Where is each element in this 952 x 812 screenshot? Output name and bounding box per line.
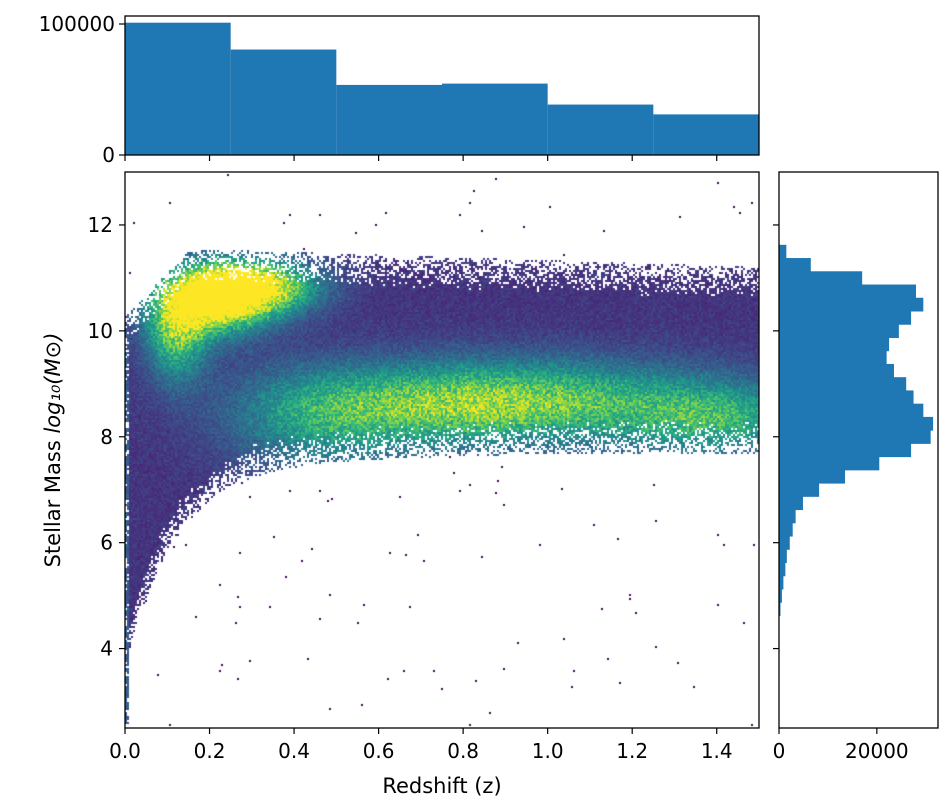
x-tick-label: 0.2	[194, 739, 226, 763]
x-tick-label: 0.6	[363, 739, 395, 763]
right-histogram-bar	[779, 284, 916, 299]
right-histogram-bar	[779, 403, 924, 418]
top-histogram-frame	[124, 15, 760, 156]
x-tick-label: 1.0	[532, 739, 564, 763]
right-histogram-bar	[779, 536, 790, 550]
y-tick-label: 8	[100, 425, 113, 449]
right-histogram-bar	[779, 602, 781, 616]
top-histogram-bar	[442, 83, 548, 155]
top-y-tick-label: 0	[102, 143, 115, 167]
right-histogram-bar	[779, 469, 846, 484]
right-histogram-bar	[779, 522, 793, 537]
right-histogram-bar	[779, 350, 887, 365]
top-histogram-ticks: 0 100000	[39, 12, 718, 167]
y-tick-label: 4	[100, 637, 113, 661]
top-histogram-bar	[653, 114, 759, 155]
right-histogram-bars	[779, 244, 934, 616]
y-axis-label-text: Stellar Mass	[41, 434, 65, 568]
right-histogram-bar	[779, 390, 914, 405]
x-tick-label: 0.8	[447, 739, 479, 763]
right-histogram: 0 20000	[773, 171, 939, 763]
main-plot-ticks: 0.0 0.2 0.4 0.6 0.8 1.0 1.2 1.4 4 6 8 10 12	[88, 213, 733, 763]
right-histogram-bar	[779, 562, 786, 577]
top-histogram-bar	[230, 49, 337, 155]
right-histogram-bar	[779, 509, 796, 524]
heatmap-container	[125, 172, 759, 728]
y-tick-label: 10	[88, 319, 113, 343]
y-tick-label: 6	[100, 531, 113, 555]
right-histogram-ticks: 0 20000	[773, 224, 909, 763]
y-tick-label: 12	[88, 213, 113, 237]
y-axis-label: Stellar Mass log₁₀(M⊙)	[41, 333, 65, 568]
top-histogram-bar	[547, 104, 654, 155]
right-histogram-bar	[779, 430, 931, 444]
right-histogram-bar	[779, 589, 782, 603]
right-x-tick-label: 20000	[845, 739, 909, 763]
right-histogram-bar	[779, 337, 890, 352]
x-axis-label: Redshift (z)	[382, 774, 501, 798]
y-axis-label-math: log₁₀(M⊙)	[41, 333, 65, 434]
right-histogram-bar	[779, 496, 803, 511]
top-histogram: 0 100000	[39, 12, 760, 167]
x-tick-label: 0.0	[109, 739, 141, 763]
top-histogram-bar	[336, 84, 442, 155]
top-histogram-bars	[125, 22, 759, 155]
right-histogram-bar	[779, 575, 784, 590]
right-histogram-bar	[779, 416, 934, 431]
right-histogram-bar	[779, 297, 924, 312]
right-histogram-bar	[779, 244, 787, 259]
x-tick-label: 0.4	[278, 739, 310, 763]
top-y-tick-label: 100000	[39, 12, 115, 36]
right-histogram-bar	[779, 258, 811, 272]
right-histogram-bar	[779, 549, 787, 564]
right-histogram-bar	[779, 271, 863, 286]
main-2d-histogram: 0.0 0.2 0.4 0.6 0.8 1.0 1.2 1.4 4 6 8 10 12 Redshift…	[41, 171, 760, 798]
x-tick-label: 1.2	[616, 739, 648, 763]
x-tick-label: 1.4	[701, 739, 733, 763]
right-histogram-bar	[779, 324, 899, 338]
right-histogram-bar	[779, 483, 820, 497]
right-histogram-bar	[779, 377, 907, 391]
right-histogram-bar	[779, 311, 912, 325]
right-histogram-bar	[779, 363, 894, 378]
right-histogram-bar	[779, 456, 880, 471]
right-histogram-frame	[778, 171, 939, 729]
right-histogram-bar	[779, 443, 912, 458]
heatmap-canvas	[125, 172, 759, 728]
main-plot-frame	[124, 171, 760, 729]
right-x-tick-label: 0	[773, 739, 786, 763]
top-histogram-bar	[125, 22, 231, 155]
